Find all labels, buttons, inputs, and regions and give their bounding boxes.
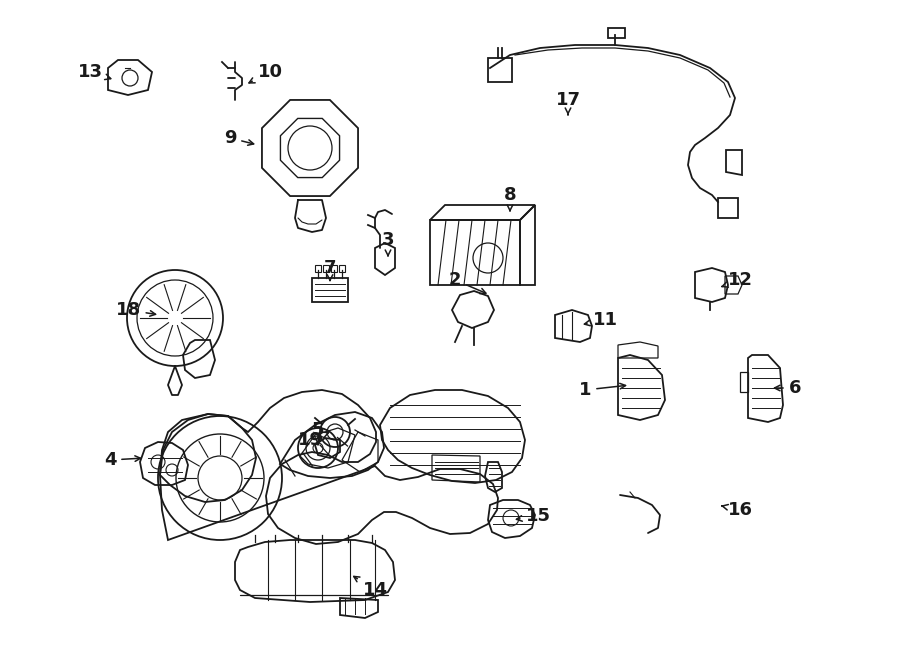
Text: 13: 13 xyxy=(77,63,111,81)
Text: 5: 5 xyxy=(311,421,324,445)
Text: 10: 10 xyxy=(249,63,283,83)
Text: 17: 17 xyxy=(555,91,580,114)
Text: 11: 11 xyxy=(584,311,617,329)
Text: 9: 9 xyxy=(224,129,254,147)
Text: 18: 18 xyxy=(115,301,156,319)
Text: 7: 7 xyxy=(324,259,337,280)
Text: 2: 2 xyxy=(449,271,486,293)
Text: 19: 19 xyxy=(298,431,328,449)
Text: 15: 15 xyxy=(517,507,551,525)
Text: 4: 4 xyxy=(104,451,140,469)
Text: 3: 3 xyxy=(382,231,394,256)
Text: 14: 14 xyxy=(354,576,388,599)
Text: 16: 16 xyxy=(722,501,752,519)
Text: 12: 12 xyxy=(722,271,752,289)
Text: 8: 8 xyxy=(504,186,517,211)
Text: 1: 1 xyxy=(579,381,626,399)
Text: 6: 6 xyxy=(775,379,801,397)
